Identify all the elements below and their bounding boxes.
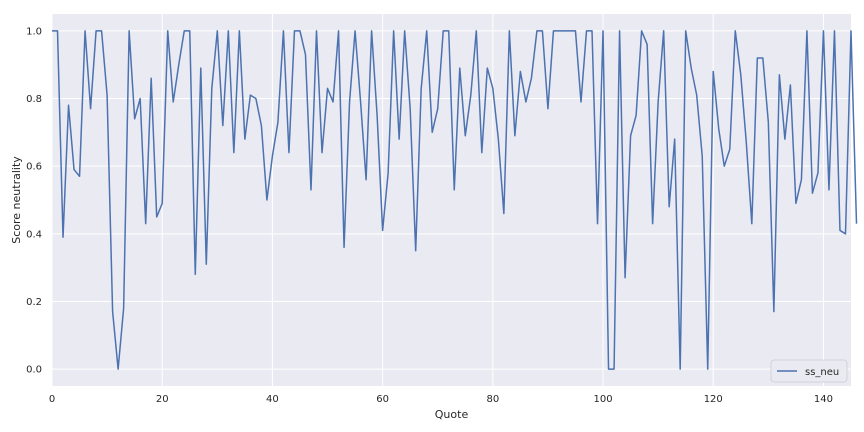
legend-box (770, 359, 848, 383)
x-tick-label: 0 (49, 394, 55, 405)
legend-label: ss_neu (805, 367, 839, 378)
x-tick-label: 100 (593, 394, 612, 405)
x-tick-label: 20 (156, 394, 169, 405)
y-tick-label: 1.0 (26, 26, 42, 37)
y-tick-label: 0.0 (26, 365, 42, 376)
y-tick-label: 0.6 (26, 162, 42, 173)
y-tick-labels: 0.0 0.2 0.4 0.6 0.8 1.0 (26, 26, 42, 375)
y-tick-label: 0.4 (26, 229, 42, 240)
y-axis-label: Score neutrality (10, 156, 23, 244)
y-tick-label: 0.8 (26, 94, 42, 105)
plot-area (52, 14, 851, 386)
series-line-ss-neu (52, 30, 858, 370)
x-tick-label: 140 (814, 394, 833, 405)
x-tick-label: 40 (266, 394, 279, 405)
legend: ss_neu (770, 359, 848, 383)
y-tick-label: 0.2 (26, 297, 42, 308)
x-tick-label: 60 (376, 394, 389, 405)
x-tick-label: 120 (704, 394, 723, 405)
x-axis-label: Quote (435, 408, 469, 421)
x-tick-labels: 0 20 40 60 80 100 120 140 (49, 394, 833, 405)
x-tick-label: 80 (486, 394, 499, 405)
